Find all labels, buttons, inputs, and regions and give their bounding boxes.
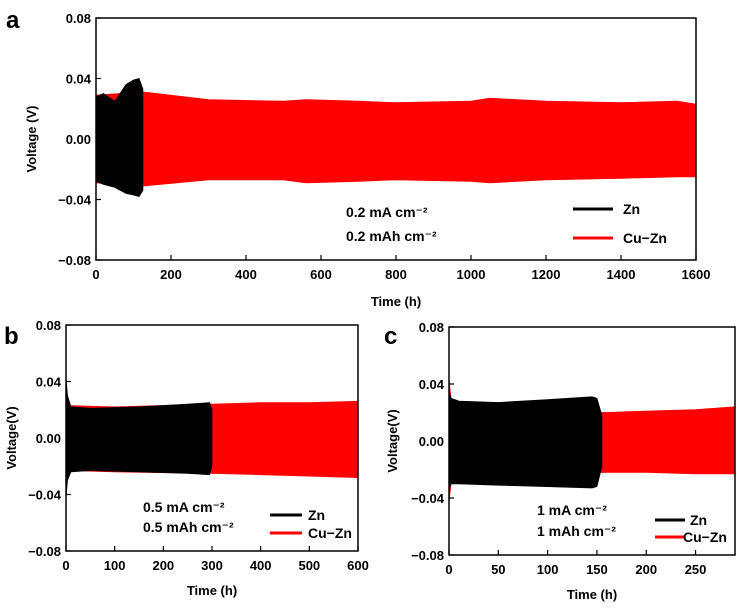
panel-b-y-tick-label-2: 0.00 (36, 431, 61, 446)
panel-b-annotation-current: 0.5 mA cm⁻² (143, 499, 225, 515)
panel-a-x-tick-label-800: 800 (385, 267, 407, 282)
panel-c-legend-cuzn-label: Cu−Zn (683, 529, 727, 545)
panel-c-annotation-current: 1 mA cm⁻² (537, 502, 607, 518)
panel-a-y-tick-label-2: 0.00 (66, 132, 91, 147)
panel-b-annotation-capacity: 0.5 mAh cm⁻² (143, 519, 234, 535)
panel-a: a 0 200 400 600 800 1000 1200 1400 1600 0.08 0.04… (6, 7, 710, 309)
panel-b-x-tick-label-200: 200 (152, 558, 174, 573)
panel-c-legend-zn-label: Zn (690, 512, 707, 528)
panel-a-label: a (6, 7, 20, 34)
panel-b-legend-cuzn-label: Cu−Zn (308, 525, 352, 541)
panel-a-y-tick-label-0: 0.08 (66, 11, 91, 26)
panel-a-x-tick-label-1000: 1000 (457, 267, 486, 282)
panel-c-y-tick-label-1: 0.04 (419, 377, 445, 392)
panel-a-annotation-capacity: 0.2 mAh cm⁻² (346, 228, 437, 244)
panel-c-series-zn (448, 390, 603, 492)
panel-b-x-tick-label-0: 0 (62, 558, 69, 573)
panel-c-x-axis-label: Time (h) (567, 587, 617, 602)
panel-b-label: b (4, 323, 19, 350)
panel-c-x-tick-label-0: 0 (445, 562, 452, 577)
panel-a-x-tick-label-1200: 1200 (532, 267, 561, 282)
panel-a-series-cuzn (95, 91, 697, 187)
panel-b-x-tick-label-600: 600 (347, 558, 369, 573)
panel-a-x-tick-label-1600: 1600 (682, 267, 711, 282)
panel-b-y-tick-label-4: −0.08 (28, 544, 61, 559)
panel-c-x-tick-label-100: 100 (537, 562, 559, 577)
panel-a-y-tick-label-3: −0.04 (58, 193, 92, 208)
panel-b-legend-zn-label: Zn (308, 507, 325, 523)
panel-a-legend-zn-label: Zn (623, 201, 640, 217)
panel-c-annotation-capacity: 1 mAh cm⁻² (537, 523, 616, 539)
panel-c-x-tick-label-200: 200 (635, 562, 657, 577)
panel-a-y-axis-label: Voltage (V) (24, 106, 39, 173)
panel-b-y-tick-label-0: 0.08 (36, 318, 61, 333)
panel-c: c 0 50 100 150 200 250 0.08 0.04 0.00 −0.04 −0.08… (384, 320, 736, 602)
panel-a-y-tick-label-4: −0.08 (58, 253, 91, 268)
panel-b-y-tick-label-3: −0.04 (28, 488, 62, 503)
panel-c-x-tick-label-150: 150 (586, 562, 608, 577)
panel-b-x-tick-label-400: 400 (250, 558, 272, 573)
panel-a-x-tick-label-0: 0 (92, 267, 99, 282)
panel-c-y-axis-label: Voltage(V) (385, 409, 400, 472)
panel-a-x-tick-label-400: 400 (235, 267, 257, 282)
panel-a-x-tick-label-1400: 1400 (607, 267, 636, 282)
panel-c-y-tick-label-2: 0.00 (419, 434, 444, 449)
panel-c-y-tick-label-3: −0.04 (411, 491, 445, 506)
panel-a-annotation-current: 0.2 mA cm⁻² (346, 204, 428, 220)
panel-c-y-tick-label-0: 0.08 (419, 320, 444, 335)
panel-a-x-tick-label-200: 200 (160, 267, 182, 282)
panel-a-x-tick-label-600: 600 (310, 267, 332, 282)
panel-a-series-zn (95, 78, 144, 197)
panel-a-x-axis-label: Time (h) (371, 294, 421, 309)
panel-a-legend-cuzn-label: Cu−Zn (623, 230, 667, 246)
panel-b-x-tick-label-500: 500 (298, 558, 320, 573)
panel-b-y-axis-label: Voltage(V) (4, 406, 19, 469)
panel-a-y-tick-label-1: 0.04 (66, 72, 92, 87)
panel-c-x-tick-label-250: 250 (685, 562, 707, 577)
panel-b-x-tick-label-100: 100 (104, 558, 126, 573)
panel-c-y-tick-label-4: −0.08 (411, 548, 444, 563)
panel-c-x-tick-label-50: 50 (491, 562, 505, 577)
panel-b-x-axis-label: Time (h) (187, 583, 237, 598)
panel-b-x-tick-label-300: 300 (201, 558, 223, 573)
panel-b: b 0 100 200 300 400 500 600 0.08 0.04 0.00 −0.04 −… (4, 318, 369, 598)
panel-b-series-zn (65, 378, 213, 498)
panel-b-y-tick-label-1: 0.04 (36, 375, 62, 390)
panel-c-label: c (384, 323, 397, 350)
